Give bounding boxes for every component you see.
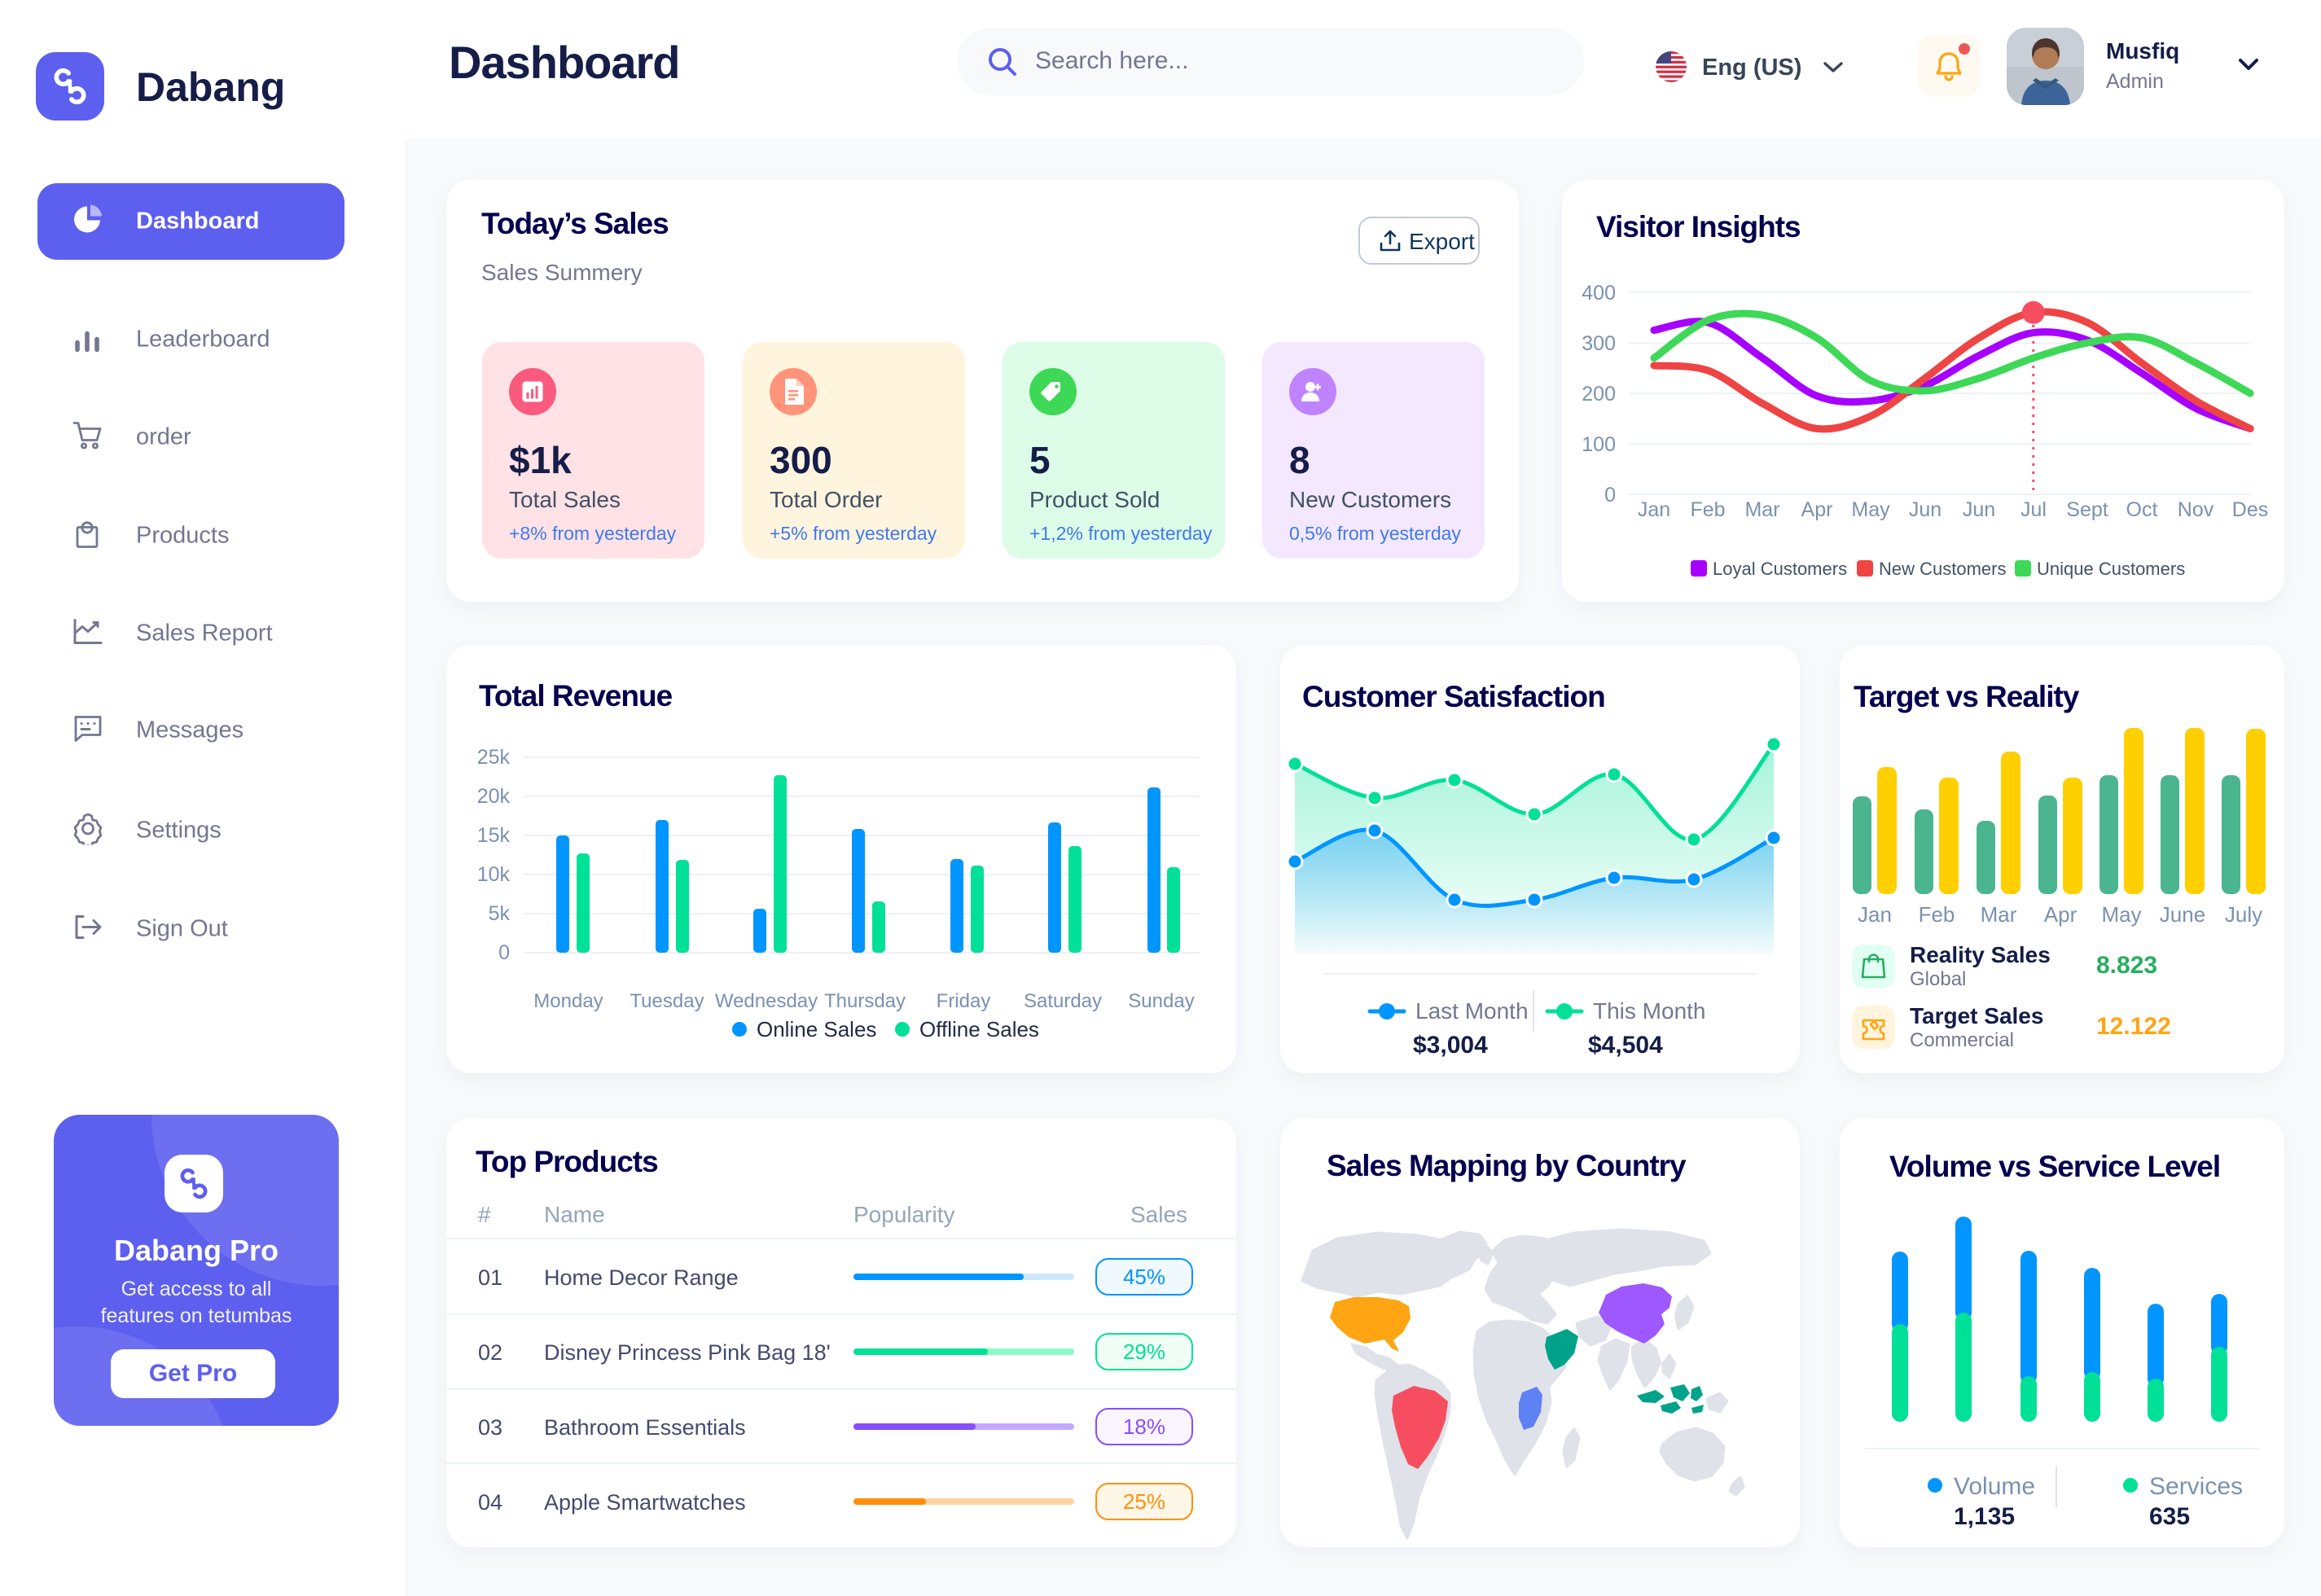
svg-text:Oct: Oct xyxy=(2126,498,2158,521)
svg-text:Online Sales: Online Sales xyxy=(757,1017,876,1041)
svg-text:Feb: Feb xyxy=(1690,498,1725,521)
svg-text:Jun: Jun xyxy=(1963,498,1995,521)
svg-text:Loyal Customers: Loyal Customers xyxy=(1713,559,1847,579)
svg-text:Apr: Apr xyxy=(1801,498,1833,521)
svg-text:Offline Sales: Offline Sales xyxy=(919,1017,1039,1041)
svg-text:Volume: Volume xyxy=(1954,1473,2035,1500)
svg-text:04: 04 xyxy=(478,1490,502,1515)
svg-text:Des: Des xyxy=(2232,498,2268,521)
svg-text:8.823: 8.823 xyxy=(2096,952,2157,979)
svg-text:May: May xyxy=(1851,498,1890,521)
svg-text:100: 100 xyxy=(1582,433,1616,456)
svg-text:Apple Smartwatches: Apple Smartwatches xyxy=(544,1490,746,1515)
svg-text:Name: Name xyxy=(544,1202,605,1227)
svg-text:01: 01 xyxy=(478,1265,502,1290)
svg-text:02: 02 xyxy=(478,1340,502,1365)
svg-text:Target Sales: Target Sales xyxy=(1910,1003,2043,1028)
svg-text:Wednesday: Wednesday xyxy=(715,990,818,1012)
svg-text:Jan: Jan xyxy=(1638,498,1670,521)
svg-text:Unique Customers: Unique Customers xyxy=(2037,559,2185,579)
svg-text:25k: 25k xyxy=(477,746,511,769)
svg-text:July: July xyxy=(2225,902,2262,927)
svg-text:Global: Global xyxy=(1910,968,1966,990)
svg-text:$4,504: $4,504 xyxy=(1588,1032,1663,1059)
svg-text:0: 0 xyxy=(1604,484,1616,506)
svg-text:29%: 29% xyxy=(1123,1340,1165,1364)
svg-text:Popularity: Popularity xyxy=(853,1202,955,1227)
svg-text:Reality Sales: Reality Sales xyxy=(1910,942,2051,967)
svg-text:25%: 25% xyxy=(1123,1489,1165,1514)
svg-text:15k: 15k xyxy=(477,824,511,847)
svg-text:$3,004: $3,004 xyxy=(1413,1032,1488,1059)
svg-text:Tuesday: Tuesday xyxy=(630,990,704,1012)
svg-text:18%: 18% xyxy=(1123,1414,1165,1439)
svg-text:Sunday: Sunday xyxy=(1128,990,1194,1012)
svg-text:Home Decor Range: Home Decor Range xyxy=(544,1265,739,1290)
svg-text:Saturday: Saturday xyxy=(1024,990,1102,1012)
svg-text:12.122: 12.122 xyxy=(2096,1013,2171,1040)
svg-text:0: 0 xyxy=(498,941,510,964)
svg-text:Apr: Apr xyxy=(2044,902,2077,927)
svg-text:Commercial: Commercial xyxy=(1910,1029,2014,1051)
svg-text:Friday: Friday xyxy=(937,990,991,1012)
svg-text:Mar: Mar xyxy=(1744,498,1779,521)
svg-text:June: June xyxy=(2160,902,2205,927)
svg-text:Sales: Sales xyxy=(1130,1202,1187,1227)
svg-text:New Customers: New Customers xyxy=(1879,559,2006,579)
svg-text:300: 300 xyxy=(1582,332,1616,355)
svg-text:Nov: Nov xyxy=(2178,498,2214,521)
svg-text:Feb: Feb xyxy=(1919,902,1955,927)
svg-text:Sept: Sept xyxy=(2066,498,2108,521)
svg-text:#: # xyxy=(478,1202,491,1227)
svg-text:May: May xyxy=(2101,902,2141,927)
svg-text:635: 635 xyxy=(2149,1503,2190,1530)
svg-text:Last Month: Last Month xyxy=(1415,998,1529,1024)
svg-text:03: 03 xyxy=(478,1415,502,1440)
svg-text:Disney Princess Pink Bag 18': Disney Princess Pink Bag 18' xyxy=(544,1340,831,1365)
svg-text:Jun: Jun xyxy=(1909,498,1941,521)
svg-text:Bathroom Essentials: Bathroom Essentials xyxy=(544,1415,746,1440)
svg-text:Services: Services xyxy=(2149,1473,2243,1500)
svg-text:Jan: Jan xyxy=(1858,902,1892,927)
svg-text:Monday: Monday xyxy=(533,990,603,1012)
svg-text:Thursday: Thursday xyxy=(824,990,906,1012)
svg-text:400: 400 xyxy=(1582,282,1616,305)
svg-text:Mar: Mar xyxy=(1981,902,2017,927)
svg-text:10k: 10k xyxy=(477,863,511,886)
svg-text:Jul: Jul xyxy=(2020,498,2047,521)
svg-text:45%: 45% xyxy=(1123,1265,1165,1289)
svg-text:5k: 5k xyxy=(489,902,511,925)
svg-text:200: 200 xyxy=(1582,383,1616,406)
svg-text:20k: 20k xyxy=(477,785,511,808)
svg-text:1,135: 1,135 xyxy=(1954,1503,2015,1530)
svg-text:This Month: This Month xyxy=(1593,998,1706,1024)
